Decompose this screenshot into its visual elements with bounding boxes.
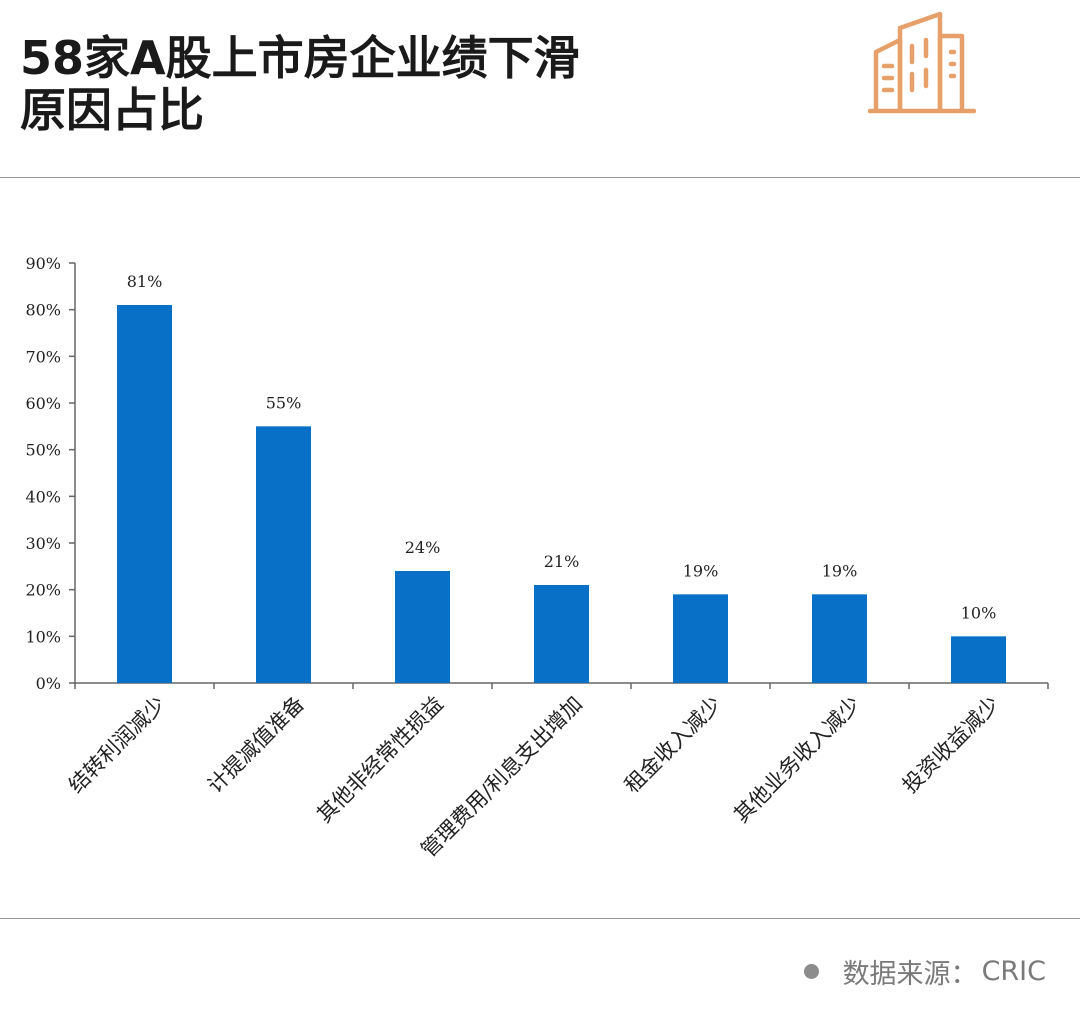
buildings-icon bbox=[868, 11, 976, 114]
y-tick-label: 10% bbox=[25, 627, 61, 646]
y-tick-label: 20% bbox=[25, 581, 61, 600]
bar-chart: 0% 10% 20% 30% 40% 50% 60% 70% 80% 90% 81% 结转利润减少 5… bbox=[25, 254, 1049, 862]
y-tick-label: 0% bbox=[36, 674, 61, 693]
data-label: 19% bbox=[683, 561, 719, 580]
bar bbox=[395, 571, 450, 683]
title-line-2: 原因占比 bbox=[20, 83, 204, 137]
category-label: 租金收入减少 bbox=[620, 692, 726, 798]
y-tick-label: 80% bbox=[25, 301, 61, 320]
y-tick-label: 50% bbox=[25, 441, 61, 460]
y-tick-label: 30% bbox=[25, 534, 61, 553]
header-divider bbox=[0, 177, 1080, 178]
category-label: 管理费用/利息支出增加 bbox=[417, 692, 587, 862]
source-label: 数据来源： bbox=[842, 959, 978, 990]
data-source: 数据来源： CRIC bbox=[803, 952, 1046, 991]
title-line-1: 58家A股上市房企业绩下滑 bbox=[20, 31, 580, 85]
category-label: 结转利润减少 bbox=[64, 692, 170, 798]
data-label: 10% bbox=[961, 603, 997, 622]
bar bbox=[256, 426, 311, 683]
data-label: 19% bbox=[822, 561, 858, 580]
bar bbox=[673, 594, 728, 683]
data-label: 24% bbox=[405, 538, 441, 557]
y-tick-label: 70% bbox=[25, 347, 61, 366]
bar bbox=[812, 594, 867, 683]
category-label: 投资收益减少 bbox=[898, 692, 1004, 798]
y-tick-label: 90% bbox=[25, 254, 61, 273]
bullet-dot-icon bbox=[803, 964, 819, 979]
data-label: 81% bbox=[127, 272, 163, 291]
y-tick-label: 60% bbox=[25, 394, 61, 413]
category-label: 计提减值准备 bbox=[203, 692, 309, 798]
data-label: 55% bbox=[266, 393, 302, 412]
source-value: CRIC bbox=[981, 956, 1046, 987]
category-label: 其他非经常性损益 bbox=[312, 692, 448, 828]
bar bbox=[534, 585, 589, 683]
footer-divider bbox=[0, 918, 1080, 919]
bar bbox=[951, 636, 1006, 683]
bar bbox=[117, 305, 172, 683]
category-label: 其他业务收入减少 bbox=[729, 692, 865, 828]
page-title: 58家A股上市房企业绩下滑 原因占比 bbox=[20, 32, 800, 136]
data-label: 21% bbox=[544, 552, 580, 571]
y-tick-label: 40% bbox=[25, 487, 61, 506]
